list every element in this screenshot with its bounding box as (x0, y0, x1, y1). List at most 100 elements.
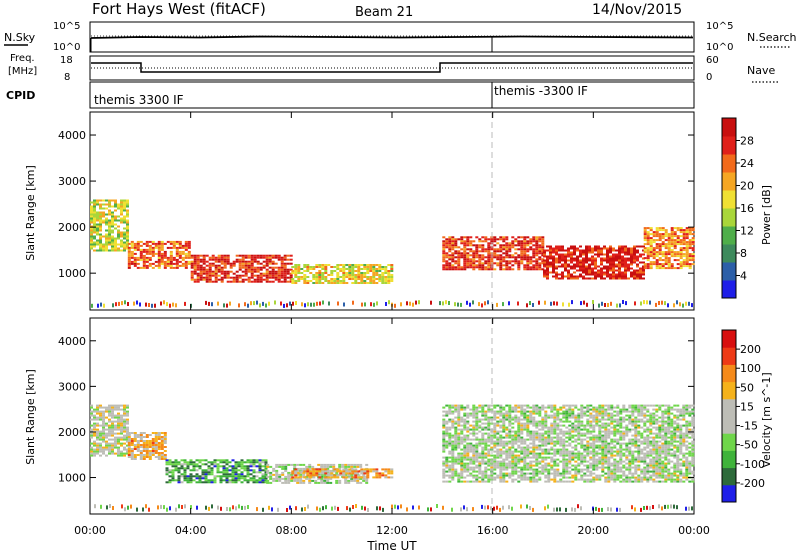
data-cell (390, 280, 394, 282)
data-cell (469, 458, 473, 461)
data-cell (105, 442, 108, 445)
data-cell (508, 250, 512, 253)
data-cell (508, 434, 512, 437)
data-cell (277, 270, 281, 273)
data-cell (529, 248, 533, 251)
data-cell (574, 440, 578, 443)
data-cell (145, 252, 149, 255)
data-cell (111, 424, 114, 427)
data-cell (532, 480, 536, 483)
data-cell (523, 440, 527, 443)
data-cell (127, 454, 131, 456)
data-cell (123, 199, 126, 202)
data-cell (451, 474, 455, 477)
data-cell (664, 235, 668, 238)
data-cell (546, 271, 549, 274)
data-cell (598, 438, 602, 441)
data-cell (600, 249, 603, 252)
data-cell (685, 265, 689, 268)
data-cell (618, 259, 621, 262)
data-cell (568, 466, 572, 469)
data-cell (469, 236, 473, 239)
freq-label-2: [MHz] (8, 66, 37, 77)
data-cell (639, 245, 642, 248)
data-cell (373, 302, 375, 307)
data-cell (451, 422, 455, 425)
data-cell (348, 476, 352, 479)
data-cell (102, 211, 105, 214)
data-cell (571, 458, 575, 461)
data-cell (299, 477, 303, 480)
data-cell (202, 270, 206, 273)
data-cell (508, 404, 512, 407)
data-cell (145, 250, 149, 253)
data-cell (529, 414, 533, 417)
data-cell (676, 251, 680, 254)
data-cell (323, 463, 327, 466)
data-cell (643, 249, 647, 252)
data-cell (250, 301, 252, 306)
data-cell (163, 442, 167, 444)
data-cell (460, 480, 464, 483)
data-cell (315, 468, 319, 471)
data-cell (598, 440, 602, 443)
data-cell (272, 467, 276, 470)
data-cell (514, 466, 518, 469)
data-cell (99, 249, 102, 252)
data-cell (281, 477, 285, 480)
data-cell (529, 434, 533, 437)
data-cell (526, 240, 530, 243)
data-cell (544, 440, 548, 443)
data-cell (286, 272, 290, 275)
data-cell (526, 478, 530, 481)
data-cell (463, 458, 467, 461)
data-cell (538, 432, 542, 435)
data-cell (264, 459, 268, 462)
data-cell (168, 463, 172, 466)
data-cell (369, 468, 373, 471)
data-cell (580, 424, 584, 427)
data-cell (571, 416, 575, 419)
data-cell (484, 456, 488, 459)
data-cell (520, 456, 524, 459)
data-cell (163, 458, 167, 460)
data-cell (208, 264, 212, 267)
data-cell (676, 241, 680, 244)
data-cell (562, 444, 566, 447)
data-cell (120, 209, 123, 212)
data-cell (457, 452, 461, 455)
data-cell (234, 477, 238, 480)
data-cell (303, 264, 307, 266)
data-cell (547, 430, 551, 433)
data-cell (114, 408, 117, 411)
data-cell (463, 236, 467, 239)
data-cell (463, 444, 467, 447)
data-cell (582, 265, 585, 268)
data-cell (624, 245, 627, 248)
data-cell (324, 468, 328, 471)
data-cell (643, 265, 647, 268)
data-cell (589, 444, 593, 447)
data-cell (163, 450, 167, 452)
data-cell (154, 452, 158, 454)
data-cell (114, 416, 117, 419)
data-cell (216, 459, 220, 462)
data-cell (384, 280, 388, 282)
data-cell (372, 282, 376, 284)
data-cell (583, 450, 587, 453)
data-cell (454, 240, 458, 243)
data-cell (166, 264, 170, 267)
data-cell (469, 472, 473, 475)
data-cell (547, 448, 551, 451)
data-cell (576, 269, 579, 272)
data-cell (576, 255, 579, 258)
data-cell (562, 420, 566, 423)
data-cell (567, 269, 570, 272)
data-cell (148, 240, 152, 243)
data-cell (568, 424, 572, 427)
data-cell (615, 253, 618, 256)
data-cell (375, 268, 379, 270)
data-cell (384, 476, 388, 479)
data-cell (478, 268, 482, 271)
data-cell (324, 268, 328, 270)
